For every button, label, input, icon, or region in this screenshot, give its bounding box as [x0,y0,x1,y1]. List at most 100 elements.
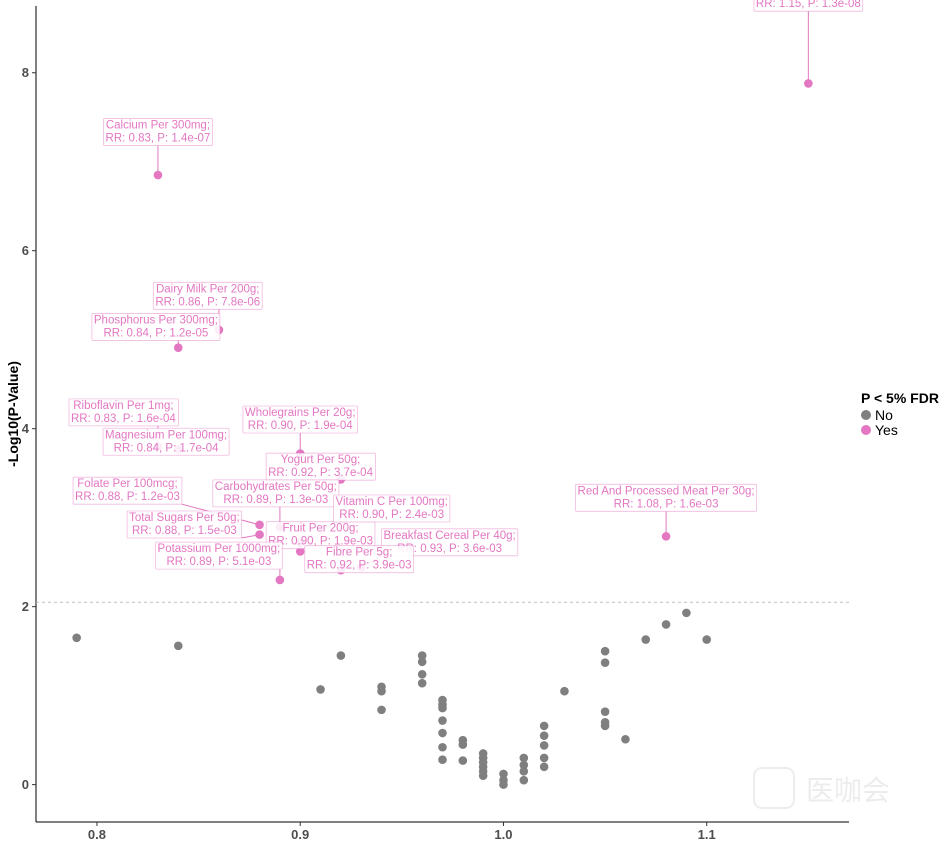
annotation-box [212,479,340,508]
x-tick-label: 1.0 [494,827,512,842]
data-point-no [458,756,468,765]
annotation-box [103,118,213,146]
annotation-box [381,528,519,557]
data-point-no [377,705,386,715]
annotation-stats: RR: 0.93, P: 3.6e-03 [397,543,502,555]
annotation-label: Fruit Per 200g;RR: 0.90, P: 1.9e-03 [265,521,376,550]
series-no-points [72,608,712,789]
data-point-no [72,633,81,643]
legend: P < 5% FDR No Yes [861,390,939,438]
annotation-label: Riboflavin Per 1mg;RR: 0.83, P: 1.6e-04 [68,398,179,427]
annotation-name: Fruit Per 200g; [283,523,359,535]
annotation-label: Dairy Milk Per 200g;RR: 0.86, P: 7.8e-06 [152,281,263,310]
annotation-stats: RR: 0.92, P: 3.7e-04 [268,467,373,479]
annotation-stats: RR: 0.89, P: 1.3e-03 [223,494,328,506]
watermark-logo: 医咖会 [753,767,890,809]
annotation-label: Magnesium Per 100mg;RR: 0.84, P: 1.7e-04 [102,427,230,456]
annotation-label: Yogurt Per 50g;RR: 0.92, P: 3.7e-04 [265,452,376,481]
annotation-stats: RR: 0.83, P: 1.4e-07 [106,133,211,145]
annotation-box [753,0,864,12]
annotation-box [304,545,414,574]
data-point-no [438,703,447,713]
annotation-box [68,398,179,427]
axes: 0 2 4 6 8 0.8 0.9 1.0 1.1 -Log10(P-Value) [5,6,849,842]
data-point-no [417,669,427,679]
annotation-label: Fibre Per 5g;RR: 0.92, P: 3.9e-03 [304,545,414,574]
data-point-yes [804,79,813,88]
data-point-no [417,678,427,688]
annotation-label: Calcium Per 300mg;RR: 0.83, P: 1.4e-07 [103,118,213,146]
annotation-stats: RR: 1.15, P: 1.3e-08 [756,0,861,10]
x-tick-label: 1.1 [698,827,716,842]
data-point-no [539,721,549,731]
annotation-stats: RR: 0.84, P: 1.7e-04 [114,442,219,454]
legend-title: P < 5% FDR [861,390,939,406]
data-point-yes [153,170,163,180]
data-point-no [539,762,549,772]
annotation-name: Potassium Per 1000mg; [158,543,281,555]
data-point-no [519,766,529,776]
annotation-stats: RR: 0.89, P: 5.1e-03 [167,556,272,568]
data-point-no [438,742,447,752]
watermark-icon [753,767,795,809]
annotation-stats: RR: 0.88, P: 1.5e-03 [132,525,237,537]
y-tick-label: 0 [22,777,29,792]
annotation-box [102,427,230,456]
data-point-no [519,753,529,763]
annotation-label: Phosphorus Per 300mg;RR: 0.84, P: 1.2e-0… [91,313,221,341]
data-point-no [173,641,183,651]
y-tick-label: 6 [22,243,29,258]
y-tick-label: 8 [22,65,29,80]
annotation-label: Red And Processed Meat Per 30g;RR: 1.08,… [575,483,758,512]
legend-label-yes: Yes [875,422,898,438]
annotation-name: Breakfast Cereal Per 40g; [383,530,515,542]
annotation-name: Carbohydrates Per 50g; [215,481,337,493]
data-point-no [560,686,569,696]
legend-marker-no [861,410,871,420]
data-point-no [682,608,691,618]
annotation-name: Folate Per 100mcg; [77,478,177,490]
data-point-no [600,721,610,731]
annotation-name: Phosphorus Per 300mg; [94,314,218,326]
annotation-box [155,541,283,570]
annotation-stats: RR: 0.90, P: 2.4e-03 [339,509,444,521]
annotation-box [126,510,243,539]
annotation-label: Vitamin C Per 100mg;RR: 0.90, P: 2.4e-03 [333,494,451,523]
data-point-no [600,707,610,716]
data-point-no [438,716,447,725]
annotation-name: Magnesium Per 100mg; [105,429,227,441]
data-point-no [519,775,529,785]
annotation-stats: RR: 0.83, P: 1.6e-04 [71,413,176,425]
data-point-no [519,760,529,770]
data-point-no [336,651,346,660]
data-point-no [478,771,488,781]
data-point-no [600,658,610,668]
data-point-no [600,646,610,656]
data-point-yes [173,343,183,353]
annotation-box [152,281,263,310]
annotation-box [575,483,758,512]
annotation-stats: RR: 1.08, P: 1.6e-03 [614,498,719,510]
annotation-name: Wholegrains Per 20g; [245,407,356,419]
annotation-name: Vitamin C Per 100mg; [336,496,448,508]
data-point-yes [295,547,305,556]
data-point-no [539,741,549,750]
data-point-no [539,753,549,763]
x-tick-label: 0.8 [88,827,106,842]
annotation-name: Total Sugars Per 50g; [129,512,240,524]
y-axis-title: -Log10(P-Value) [5,361,21,467]
annotation-name: Fibre Per 5g; [326,547,392,559]
data-point-no [641,635,651,644]
data-point-no [499,780,508,789]
legend-label-no: No [875,407,893,423]
data-point-no [458,740,468,749]
data-point-no [539,731,549,740]
annotation-box [72,476,183,505]
annotation-name: Calcium Per 300mg; [106,120,210,132]
data-point-no [316,685,325,694]
annotation-box [333,494,451,523]
annotation-label: Folate Per 100mcg;RR: 0.88, P: 1.2e-03 [72,476,183,505]
annotation-label: Alcohol Per 20g;RR: 1.15, P: 1.3e-08 [753,0,864,12]
data-point-no [417,651,427,660]
